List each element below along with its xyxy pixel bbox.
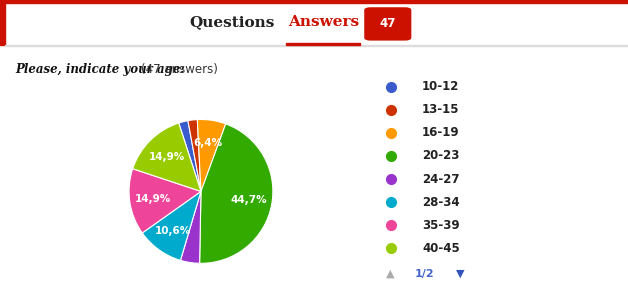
Text: 24-27: 24-27 bbox=[422, 173, 460, 186]
Wedge shape bbox=[188, 119, 201, 191]
Text: 13-15: 13-15 bbox=[422, 103, 460, 116]
Text: 40-45: 40-45 bbox=[422, 242, 460, 255]
Text: Please, indicate your age:: Please, indicate your age: bbox=[16, 63, 185, 76]
Text: 14,9%: 14,9% bbox=[134, 194, 171, 204]
Text: Answers: Answers bbox=[288, 15, 359, 30]
Wedge shape bbox=[197, 119, 225, 191]
Text: 10-12: 10-12 bbox=[422, 80, 460, 93]
Wedge shape bbox=[179, 121, 201, 191]
Wedge shape bbox=[143, 191, 201, 260]
Text: ▲: ▲ bbox=[386, 269, 395, 279]
Text: 6,4%: 6,4% bbox=[194, 138, 223, 148]
Bar bbox=[5, 45, 628, 46]
Text: 28-34: 28-34 bbox=[422, 196, 460, 209]
Bar bbox=[286, 43, 360, 45]
Wedge shape bbox=[200, 124, 273, 263]
Wedge shape bbox=[129, 169, 201, 233]
Bar bbox=[0, 0, 5, 45]
Text: 47: 47 bbox=[379, 17, 396, 30]
Wedge shape bbox=[133, 123, 201, 191]
Text: ▼: ▼ bbox=[455, 269, 464, 279]
Text: 35-39: 35-39 bbox=[422, 219, 460, 232]
Text: Questions: Questions bbox=[190, 15, 275, 30]
Text: 1/2: 1/2 bbox=[415, 269, 435, 279]
Text: 44,7%: 44,7% bbox=[230, 195, 268, 205]
Text: 16-19: 16-19 bbox=[422, 126, 460, 139]
Text: (47 answers): (47 answers) bbox=[141, 63, 218, 76]
Text: 14,9%: 14,9% bbox=[148, 152, 185, 162]
Bar bbox=[0, 0, 628, 3]
FancyBboxPatch shape bbox=[364, 7, 411, 41]
Text: 20-23: 20-23 bbox=[422, 149, 460, 162]
Text: 10,6%: 10,6% bbox=[154, 226, 190, 236]
Wedge shape bbox=[180, 191, 201, 263]
Bar bbox=[0, 0, 628, 45]
